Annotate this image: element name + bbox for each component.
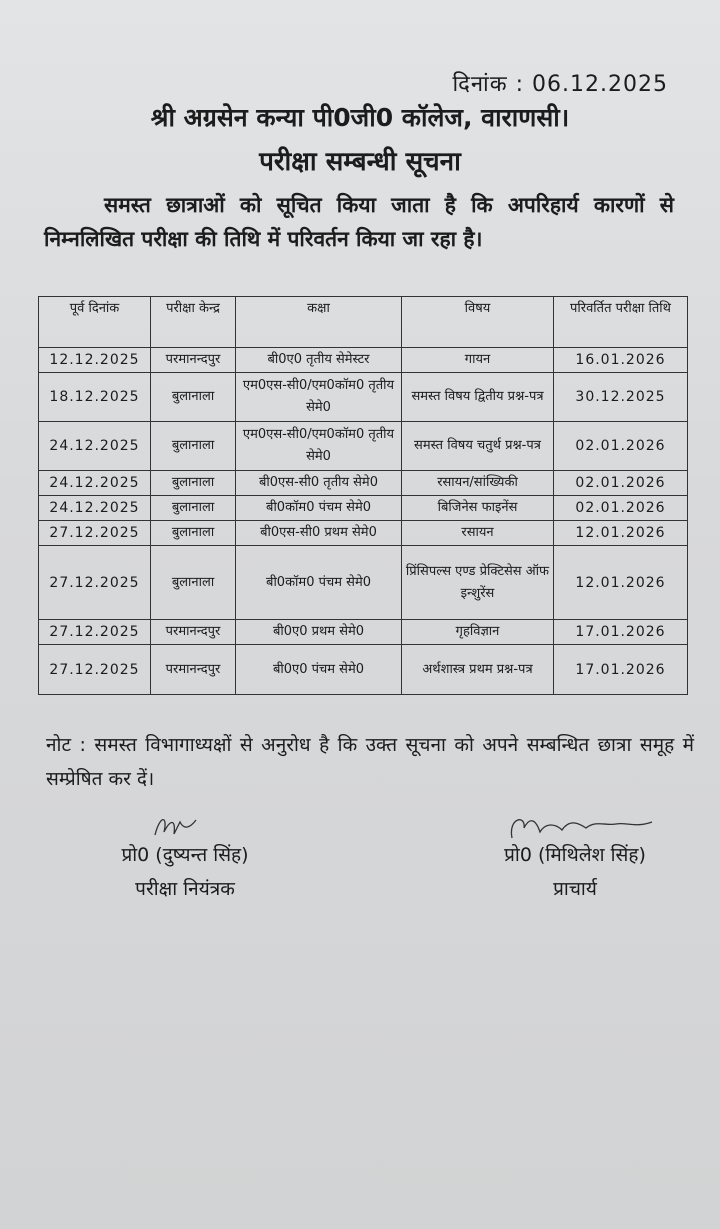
cell-class: बी0कॉम0 पंचम सेमे0 <box>235 495 402 521</box>
cell-previous-date: 27.12.2025 <box>38 619 151 645</box>
cell-class: बी0ए0 प्रथम सेमे0 <box>235 619 402 645</box>
cell-subject: प्रिंसिपल्स एण्ड प्रेक्टिसेस ऑफ इन्शुरें… <box>401 545 554 620</box>
header-exam-centre: परीक्षा केन्द्र <box>150 296 236 348</box>
cell-subject: रसायन/सांख्यिकी <box>401 470 554 496</box>
cell-previous-date: 24.12.2025 <box>38 470 151 496</box>
cell-exam-centre: बुलानाला <box>150 470 236 496</box>
cell-new-date: 02.01.2026 <box>553 421 688 471</box>
cell-new-date: 16.01.2026 <box>553 347 688 373</box>
cell-class: बी0एस-सी0 तृतीय सेमे0 <box>235 470 402 496</box>
cell-new-date: 12.01.2026 <box>553 520 688 546</box>
header-subject: विषय <box>401 296 554 348</box>
cell-class: एम0एस-सी0/एम0कॉम0 तृतीय सेमे0 <box>235 372 402 422</box>
note-paragraph: नोट : समस्त विभागाध्यक्षों से अनुरोध है … <box>46 734 694 790</box>
signature-mark <box>510 819 653 839</box>
cell-new-date: 17.01.2026 <box>553 619 688 645</box>
signatory-name: प्रो0 (मिथिलेश सिंह) <box>504 844 646 866</box>
table-row: 27.12.2025 बुलानाला बी0एस-सी0 प्रथम सेमे0 र… <box>38 520 688 546</box>
cell-class: बी0कॉम0 पंचम सेमे0 <box>235 545 402 620</box>
cell-previous-date: 24.12.2025 <box>38 495 151 521</box>
cell-class: बी0ए0 पंचम सेमे0 <box>235 644 402 695</box>
cell-new-date: 02.01.2026 <box>553 470 688 496</box>
table-row: 24.12.2025 बुलानाला बी0एस-सी0 तृतीय सेमे0 र… <box>38 470 688 496</box>
table-row: 18.12.2025 बुलानाला एम0एस-सी0/एम0कॉम0 तृती… <box>38 372 688 422</box>
cell-subject: बिजिनेस फाइनेंस <box>401 495 554 521</box>
notice-subject: परीक्षा सम्बन्धी सूचना <box>259 147 461 177</box>
cell-class: बी0ए0 तृतीय सेमेस्टर <box>235 347 402 373</box>
cell-exam-centre: बुलानाला <box>150 495 236 521</box>
cell-exam-centre: परमानन्दपुर <box>150 644 236 695</box>
cell-new-date: 17.01.2026 <box>553 644 688 695</box>
table-row: 27.12.2025 परमानन्दपुर बी0ए0 प्रथम सेमे0 गृ… <box>38 619 688 645</box>
signatory-designation: परीक्षा नियंत्रक <box>135 878 235 900</box>
table-row: 27.12.2025 परमानन्दपुर बी0ए0 पंचम सेमे0 अर्… <box>38 644 688 695</box>
notice-date: दिनांक : 06.12.2025 <box>452 72 668 97</box>
cell-exam-centre: परमानन्दपुर <box>150 347 236 373</box>
cell-exam-centre: परमानन्दपुर <box>150 619 236 645</box>
table-row: 12.12.2025 परमानन्दपुर बी0ए0 तृतीय सेमेस्ट… <box>38 347 688 373</box>
cell-new-date: 12.01.2026 <box>553 545 688 620</box>
signatory-name: प्रो0 (दुष्यन्त सिंह) <box>121 844 249 866</box>
cell-previous-date: 12.12.2025 <box>38 347 151 373</box>
cell-subject: गृहविज्ञान <box>401 619 554 645</box>
cell-subject: गायन <box>401 347 554 373</box>
header-new-date: परिवर्तित परीक्षा तिथि <box>553 296 688 348</box>
header-previous-date: पूर्व दिनांक <box>38 296 151 348</box>
cell-subject: समस्त विषय चतुर्थ प्रश्न-पत्र <box>401 421 554 471</box>
cell-new-date: 30.12.2025 <box>553 372 688 422</box>
cell-exam-centre: बुलानाला <box>150 421 236 471</box>
signatory-principal: प्रो0 (मिथिलेश सिंह) प्राचार्य <box>470 819 680 906</box>
cell-subject: समस्त विषय द्वितीय प्रश्न-पत्र <box>401 372 554 422</box>
signature-mark <box>154 818 197 836</box>
cell-subject: रसायन <box>401 520 554 546</box>
cell-new-date: 02.01.2026 <box>553 495 688 521</box>
cell-exam-centre: बुलानाला <box>150 520 236 546</box>
intro-paragraph: समस्त छात्राओं को सूचित किया जाता है कि … <box>44 193 674 251</box>
table-header-row: पूर्व दिनांक परीक्षा केन्द्र कक्षा विषय … <box>38 296 688 348</box>
cell-previous-date: 27.12.2025 <box>38 644 151 695</box>
table-row: 24.12.2025 बुलानाला बी0कॉम0 पंचम सेमे0 बिजि… <box>38 495 688 521</box>
cell-exam-centre: बुलानाला <box>150 545 236 620</box>
college-name: श्री अग्रसेन कन्या पी0जी0 कॉलेज, वाराणसी… <box>150 103 570 132</box>
header-class: कक्षा <box>235 296 402 348</box>
cell-exam-centre: बुलानाला <box>150 372 236 422</box>
cell-previous-date: 27.12.2025 <box>38 520 151 546</box>
signatory-exam-controller: प्रो0 (दुष्यन्त सिंह) परीक्षा नियंत्रक <box>90 818 280 906</box>
cell-class: बी0एस-सी0 प्रथम सेमे0 <box>235 520 402 546</box>
table-row: 24.12.2025 बुलानाला एम0एस-सी0/एम0कॉम0 तृती… <box>38 421 688 471</box>
cell-previous-date: 24.12.2025 <box>38 421 151 471</box>
cell-class: एम0एस-सी0/एम0कॉम0 तृतीय सेमे0 <box>235 421 402 471</box>
cell-subject: अर्थशास्त्र प्रथम प्रश्न-पत्र <box>401 644 554 695</box>
cell-previous-date: 18.12.2025 <box>38 372 151 422</box>
signatory-designation: प्राचार्य <box>553 878 597 900</box>
cell-previous-date: 27.12.2025 <box>38 545 151 620</box>
exam-schedule-table: पूर्व दिनांक परीक्षा केन्द्र कक्षा विषय … <box>38 296 688 695</box>
table-row: 27.12.2025 बुलानाला बी0कॉम0 पंचम सेमे0 प्रि… <box>38 545 688 620</box>
